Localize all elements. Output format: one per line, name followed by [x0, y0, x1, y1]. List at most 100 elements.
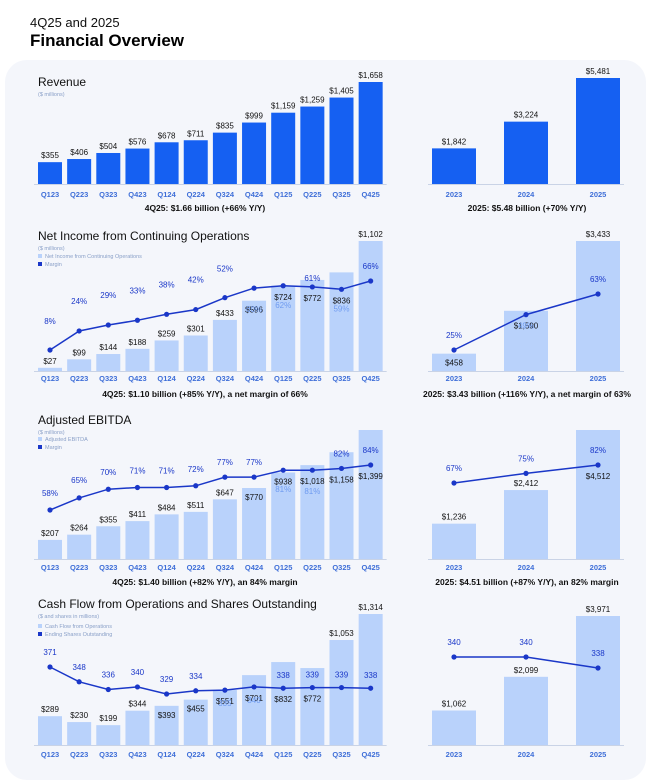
line-point	[251, 474, 257, 480]
bar	[96, 725, 121, 745]
tick-label: 2025	[590, 750, 607, 759]
line-point	[368, 462, 374, 468]
line-value-label: 42%	[188, 276, 204, 285]
tick-label: 2025	[590, 563, 607, 572]
line-value-label: 340	[519, 638, 533, 647]
bar	[183, 335, 208, 371]
tick-label: Q425	[361, 190, 379, 199]
bar	[154, 340, 179, 371]
line-value-label: 58%	[42, 489, 58, 498]
line-point	[595, 665, 601, 671]
bar-value-label: $836	[333, 296, 351, 305]
line-value-label: 29%	[100, 291, 116, 300]
line-point	[451, 654, 457, 660]
tick-label: Q424	[245, 563, 264, 572]
tick-label: Q424	[245, 190, 264, 199]
legend-label-line: Margin	[45, 445, 62, 451]
line-point	[193, 688, 199, 694]
bar-value-label: $1,405	[329, 87, 354, 96]
line-value-label: 59%	[333, 304, 349, 313]
bar-value-label: $355	[41, 151, 59, 160]
tick-label: Q123	[41, 190, 59, 199]
bar-value-label: $999	[245, 112, 263, 121]
tick-label: 2023	[446, 374, 463, 383]
bar	[504, 490, 548, 559]
bar-value-label: $199	[99, 714, 117, 723]
line-value-label: 25%	[446, 331, 462, 340]
line-point	[451, 480, 457, 486]
tick-label: Q123	[41, 374, 59, 383]
line-value-label: 340	[247, 696, 261, 705]
line-point	[280, 685, 286, 691]
bar	[358, 430, 383, 559]
header-subtitle: 4Q25 and 2025	[30, 15, 120, 30]
bar-value-label: $596	[245, 306, 263, 315]
tick-label: Q225	[303, 750, 321, 759]
bar-value-label: $3,433	[586, 230, 611, 239]
line-value-label: 81%	[275, 485, 291, 494]
series-line	[49, 666, 371, 695]
line-point	[164, 311, 170, 317]
bar	[67, 722, 92, 745]
line-point	[76, 328, 82, 334]
line-point	[164, 484, 170, 491]
legend-label-bars: Adjusted EBITDA	[45, 437, 88, 443]
line-value-label: 82%	[333, 449, 349, 458]
line-value-label: 339	[306, 671, 320, 680]
bar-value-label: $701	[245, 694, 263, 703]
tick-label: Q423	[128, 563, 146, 572]
line-point	[134, 684, 141, 690]
bar-value-label: $576	[129, 138, 147, 147]
bar	[183, 511, 208, 559]
legend-swatch-bars	[38, 254, 42, 258]
tick-label: 2024	[518, 190, 536, 199]
tick-label: 2025	[590, 374, 607, 383]
bar-value-label: $144	[99, 343, 117, 352]
bar-value-label: $1,314	[358, 603, 383, 612]
line-value-label: 339	[335, 671, 349, 680]
bar	[38, 162, 62, 184]
tick-label: Q424	[245, 374, 264, 383]
line-value-label: 338	[277, 671, 291, 680]
tick-label: Q324	[216, 750, 235, 759]
bar	[329, 97, 354, 184]
line-point	[368, 278, 374, 284]
legend-label-bars: Net Income from Continuing Operations	[45, 254, 142, 260]
chart-subtitle: ($ millions)	[38, 430, 65, 436]
bar	[358, 241, 383, 371]
tick-label: Q223	[70, 374, 88, 383]
bar-value-label: $1,236	[442, 513, 467, 522]
bar-value-label: $99	[72, 348, 86, 357]
line-value-label: 335	[218, 699, 232, 708]
chart-title: Cash Flow from Operations and Shares Out…	[38, 597, 317, 611]
bar-value-label: $4,512	[586, 472, 611, 481]
tick-label: Q125	[274, 750, 292, 759]
tick-label: Q124	[157, 750, 176, 759]
bar	[432, 148, 476, 184]
bar	[432, 523, 476, 559]
line-point	[134, 317, 141, 323]
tick-label: Q224	[187, 374, 206, 383]
bar-value-label: $355	[99, 515, 117, 524]
bar	[242, 300, 267, 371]
bar	[96, 152, 121, 184]
bar-value-label: $484	[158, 503, 176, 512]
bar-value-label: $393	[158, 711, 176, 720]
line-value-label: 8%	[44, 317, 56, 326]
series-line	[49, 464, 371, 511]
bar	[96, 354, 121, 371]
bar-value-label: $289	[41, 705, 59, 714]
bar	[576, 78, 620, 184]
bar	[300, 106, 325, 184]
tick-label: Q223	[70, 563, 88, 572]
bar	[432, 710, 476, 745]
bar	[271, 472, 296, 559]
bar-value-label: $1,053	[329, 629, 354, 638]
bar	[212, 499, 237, 559]
bar	[125, 710, 150, 745]
chart-subtitle: ($ millions)	[38, 246, 65, 252]
line-point	[338, 465, 345, 472]
bar	[212, 690, 237, 745]
bar	[212, 132, 237, 184]
line-point	[309, 284, 315, 290]
